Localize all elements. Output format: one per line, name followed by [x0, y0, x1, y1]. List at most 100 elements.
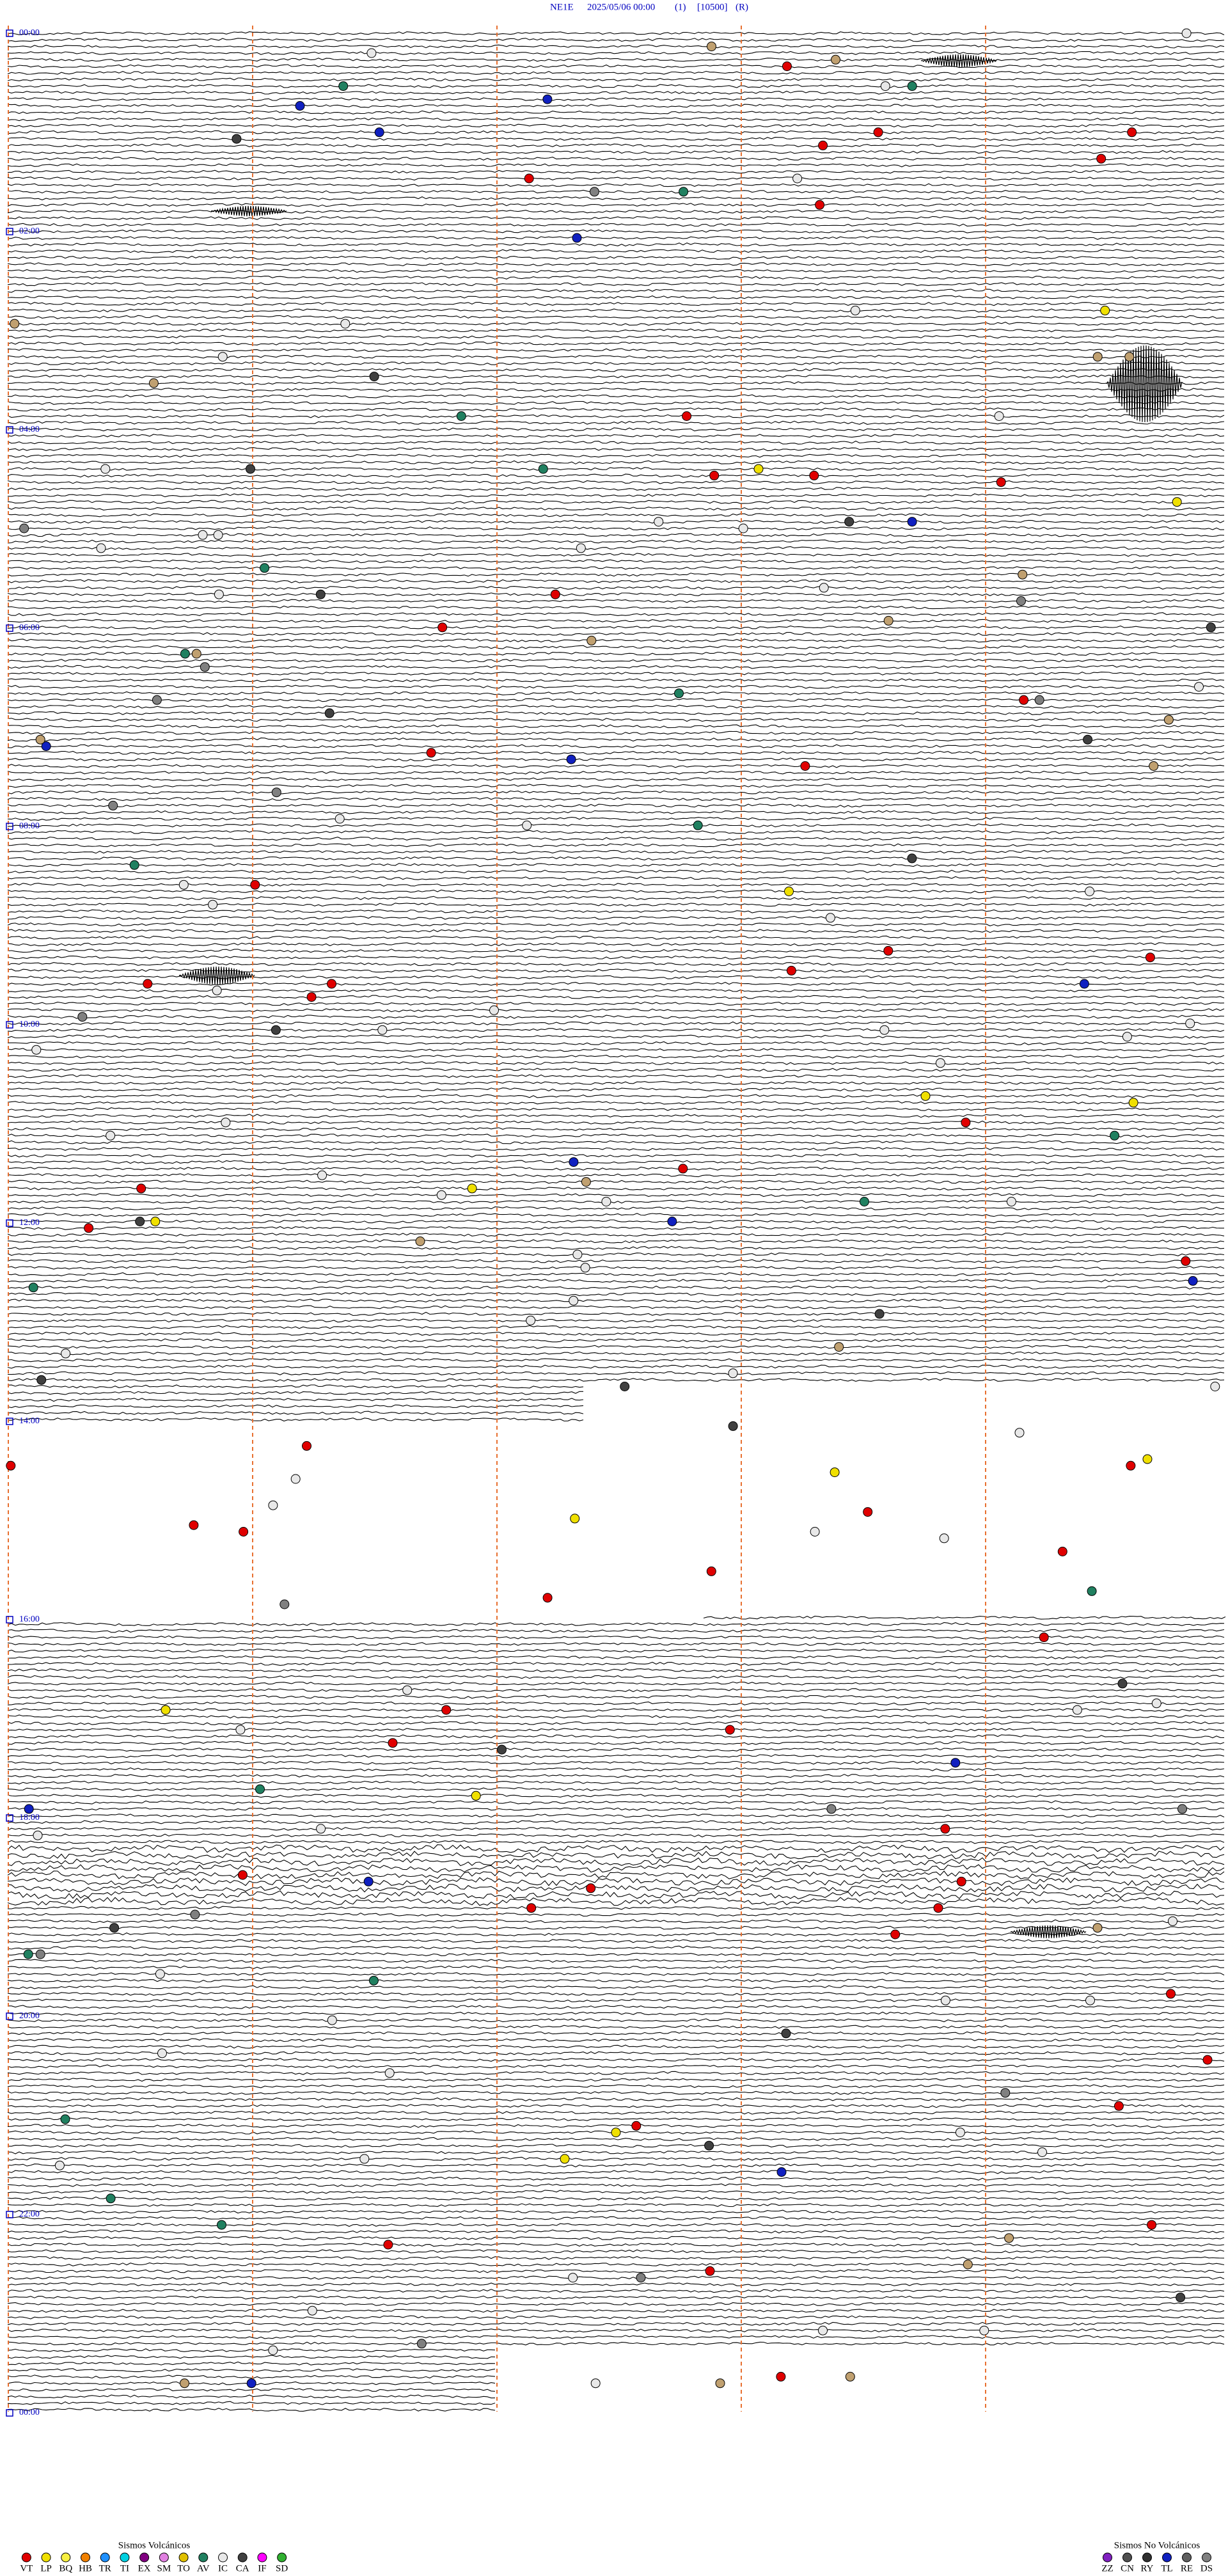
trace: [7, 2394, 496, 2399]
trace: [7, 968, 1225, 973]
trace: [7, 2243, 1225, 2247]
trace: [7, 863, 1225, 867]
legend-marker: [139, 2552, 150, 2563]
trace: [7, 856, 1225, 860]
event: [568, 2273, 578, 2283]
event: [674, 688, 684, 699]
trace: [7, 2071, 1225, 2075]
trace: [7, 2408, 496, 2412]
trace: [7, 1919, 1225, 1924]
event: [384, 2068, 395, 2078]
legend-marker: [1182, 2552, 1192, 2563]
trace: [7, 665, 1225, 669]
trace: [7, 1695, 1225, 1699]
trace: [7, 2335, 1225, 2339]
trace: [7, 1378, 1225, 1382]
trace: [7, 2090, 1225, 2095]
event: [1092, 352, 1103, 362]
event: [388, 1738, 398, 1748]
event: [1147, 2220, 1157, 2230]
trace: [7, 1754, 1225, 1758]
event: [706, 1566, 716, 1576]
trace: [7, 2249, 1225, 2254]
event: [1083, 734, 1093, 745]
event: [1087, 1586, 1097, 1596]
event: [940, 1824, 950, 1834]
event: [150, 1217, 161, 1226]
trace: [7, 704, 1225, 709]
hour-mark: [6, 228, 13, 235]
event: [940, 1995, 950, 2005]
event: [890, 1929, 901, 1940]
hour-mark: [6, 2211, 13, 2218]
event: [880, 81, 890, 91]
trace: [7, 1985, 1225, 1989]
trace: [7, 1391, 583, 1395]
event: [1126, 1460, 1136, 1471]
trace: [7, 619, 1225, 623]
trace: [7, 500, 1225, 504]
trace: [8, 328, 1225, 333]
trace: [7, 2348, 496, 2352]
trace: [7, 573, 1225, 577]
trace: [7, 1318, 1225, 1323]
trace: [7, 2025, 1225, 2029]
trace: [7, 1925, 1225, 1930]
legend-code: TO: [177, 2563, 190, 2573]
event: [542, 1593, 553, 1603]
trace: [7, 507, 1225, 510]
trace: [7, 1345, 1225, 1349]
event: [580, 1263, 590, 1273]
trace: [7, 1120, 1225, 1125]
trace: [7, 1219, 1225, 1224]
trace: [7, 249, 1225, 253]
trace: [7, 44, 1225, 49]
trace: [7, 2387, 496, 2392]
event: [654, 517, 664, 527]
trace: [7, 97, 1225, 102]
trace: [7, 1245, 1225, 1250]
trace: [7, 883, 1225, 887]
trace: [7, 1741, 1225, 1745]
event: [935, 1058, 945, 1068]
trace: [7, 625, 1225, 629]
event: [136, 1183, 146, 1194]
trace: [7, 177, 1225, 181]
trace: [7, 1173, 1225, 1178]
event: [1142, 1454, 1153, 1464]
event: [620, 1382, 630, 1391]
trace: [7, 810, 1225, 814]
trace: [7, 163, 1225, 168]
events: [6, 28, 1220, 2389]
trace: [7, 216, 1225, 220]
trace: [7, 1180, 1225, 1184]
trace: [7, 1087, 1225, 1092]
trace: [7, 1668, 1225, 1673]
event: [335, 814, 345, 824]
event: [738, 523, 748, 533]
event: [667, 1217, 677, 1226]
legend-code: ZZ: [1101, 2563, 1113, 2573]
hour-mark: [6, 1021, 13, 1029]
trace: [7, 1015, 1225, 1019]
trace: [7, 1311, 1225, 1316]
trace: [7, 2097, 1225, 2102]
trace: [7, 2058, 1225, 2062]
trace: [7, 1675, 1225, 1679]
trace: [7, 1826, 1225, 1831]
trace: [7, 981, 1225, 986]
trace: [7, 2064, 1225, 2069]
trace: [7, 1774, 1225, 1778]
event: [135, 1217, 145, 1226]
trace: [7, 58, 1225, 62]
trace: [7, 1932, 1225, 1937]
trace: [7, 2018, 1225, 2023]
legend-marker: [1162, 2552, 1172, 2563]
event: [907, 81, 917, 91]
trace: [7, 1883, 1225, 1893]
event: [1127, 127, 1137, 138]
trace: [7, 2124, 1225, 2128]
trace: [7, 130, 1225, 134]
event: [316, 1824, 326, 1834]
